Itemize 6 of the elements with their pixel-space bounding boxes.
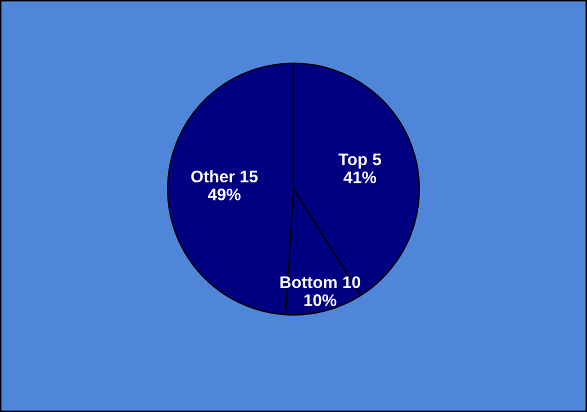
data-label: 49%: [208, 188, 241, 200]
slice-label: Other 15: [191, 170, 258, 182]
data-label: 41%: [344, 171, 376, 184]
data-label: 10%: [304, 294, 336, 306]
slice-label: Bottom 10: [280, 276, 360, 288]
slice-label: Top 5: [338, 154, 382, 169]
